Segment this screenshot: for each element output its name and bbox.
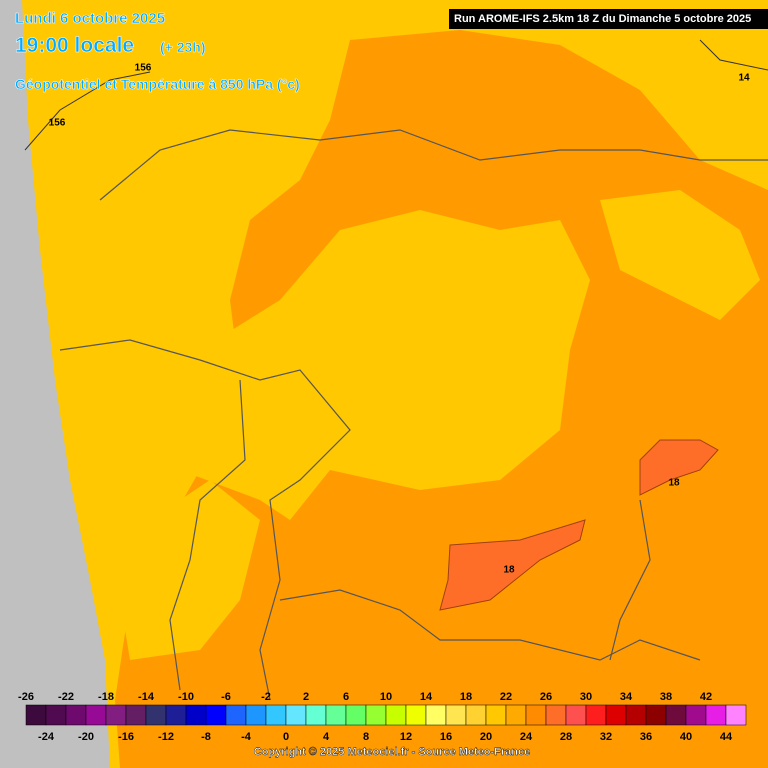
colorbar-swatch xyxy=(425,704,447,726)
run-box xyxy=(449,9,768,29)
colorbar-label: 8 xyxy=(363,731,369,743)
colorbar-label: 22 xyxy=(500,691,512,703)
colorbar-swatch xyxy=(705,704,727,726)
colorbar-label: -16 xyxy=(118,731,134,743)
colorbar-label: 4 xyxy=(323,731,330,743)
colorbar-swatch xyxy=(365,704,387,726)
colorbar-swatch xyxy=(645,704,667,726)
colorbar-swatch xyxy=(265,704,287,726)
colorbar-label: -26 xyxy=(18,691,34,703)
contour-label: 18 xyxy=(668,478,680,489)
colorbar-swatch xyxy=(685,704,707,726)
border xyxy=(99,129,768,201)
isohypse xyxy=(699,39,768,71)
colorbar-label: 2 xyxy=(303,691,309,703)
colorbar-swatch xyxy=(245,704,267,726)
colorbar-swatch xyxy=(545,704,567,726)
colorbar-swatch xyxy=(465,704,487,726)
colorbar-label: -2 xyxy=(261,691,271,703)
mild-area xyxy=(120,480,260,660)
colorbar-label: -10 xyxy=(178,691,194,703)
colorbar-swatch xyxy=(625,704,647,726)
hot-patch xyxy=(639,439,719,496)
colorbar-swatch xyxy=(145,704,167,726)
colorbar-swatch xyxy=(565,704,587,726)
colorbar-swatch xyxy=(165,704,187,726)
colorbar-label: 16 xyxy=(440,731,452,743)
mild-area xyxy=(160,210,590,520)
run-info: Run AROME-IFS 2.5km 18 Z du Dimanche 5 o… xyxy=(454,13,751,25)
colorbar-swatch xyxy=(125,704,147,726)
colorbar-label: 34 xyxy=(620,691,633,703)
colorbar-label: -22 xyxy=(58,691,74,703)
colorbar-swatch xyxy=(305,704,327,726)
lead: (+ 23h) xyxy=(160,39,206,55)
border xyxy=(609,499,651,661)
colorbar-swatch xyxy=(345,704,367,726)
copyright: Copyright © 2025 Meteociel.fr - Source M… xyxy=(254,746,530,758)
colorbar-swatch xyxy=(225,704,247,726)
colorbar-label: 20 xyxy=(480,731,492,743)
border xyxy=(279,589,701,661)
colorbar-label: -6 xyxy=(221,691,231,703)
colorbar-swatch xyxy=(65,704,87,726)
colorbar-label: 12 xyxy=(400,731,412,743)
colorbar-label: 32 xyxy=(600,731,612,743)
colorbar-label: 36 xyxy=(640,731,652,743)
colorbar-label: -4 xyxy=(241,731,252,743)
colorbar-swatch xyxy=(185,704,207,726)
colorbar-swatch xyxy=(85,704,107,726)
colorbar-swatch xyxy=(485,704,507,726)
colorbar-label: 14 xyxy=(420,691,433,703)
colorbar-label: -20 xyxy=(78,731,94,743)
colorbar-label: 44 xyxy=(720,731,733,743)
isohypse xyxy=(24,71,151,151)
colorbar-swatch xyxy=(385,704,407,726)
colorbar-label: 26 xyxy=(540,691,552,703)
colorbar-label: -24 xyxy=(38,731,55,743)
colorbar-label: -14 xyxy=(138,691,155,703)
border xyxy=(59,339,351,701)
colorbar-swatch xyxy=(585,704,607,726)
colorbar-swatch xyxy=(45,704,67,726)
contour-label: 156 xyxy=(49,118,66,129)
colorbar-swatch xyxy=(405,704,427,726)
colorbar-swatch xyxy=(325,704,347,726)
colorbar-swatch xyxy=(725,704,747,726)
colorbar-label: 42 xyxy=(700,691,712,703)
colorbar-label: 18 xyxy=(460,691,472,703)
colorbar-label: 6 xyxy=(343,691,349,703)
colorbar-label: -18 xyxy=(98,691,114,703)
colorbar-label: 24 xyxy=(520,731,533,743)
colorbar-label: 0 xyxy=(283,731,289,743)
colorbar-swatch xyxy=(25,704,47,726)
colorbar-swatch xyxy=(205,704,227,726)
colorbar-swatch xyxy=(525,704,547,726)
colorbar-swatch xyxy=(445,704,467,726)
time: 19:00 locale xyxy=(15,34,134,57)
contour-label: 156 xyxy=(135,63,152,74)
ocean xyxy=(0,0,110,768)
colorbar-label: -8 xyxy=(201,731,211,743)
colorbar-label: 40 xyxy=(680,731,692,743)
hot-patch xyxy=(439,519,586,611)
colorbar-label: 30 xyxy=(580,691,592,703)
colorbar-swatch xyxy=(605,704,627,726)
subtitle: Géopotentiel et Température à 850 hPa (°… xyxy=(15,76,300,92)
colorbar-label: 38 xyxy=(660,691,672,703)
border xyxy=(169,379,246,691)
colorbar-label: 10 xyxy=(380,691,392,703)
colorbar-label: 28 xyxy=(560,731,572,743)
date: Lundi 6 octobre 2025 xyxy=(15,10,165,27)
colorbar-swatch xyxy=(665,704,687,726)
contour-label: 14 xyxy=(738,73,750,84)
colorbar-swatch xyxy=(105,704,127,726)
colorbar-swatch xyxy=(505,704,527,726)
colorbar-swatch xyxy=(285,704,307,726)
mild-area xyxy=(600,190,760,320)
contour-label: 18 xyxy=(503,565,515,576)
colorbar-label: -12 xyxy=(158,731,174,743)
